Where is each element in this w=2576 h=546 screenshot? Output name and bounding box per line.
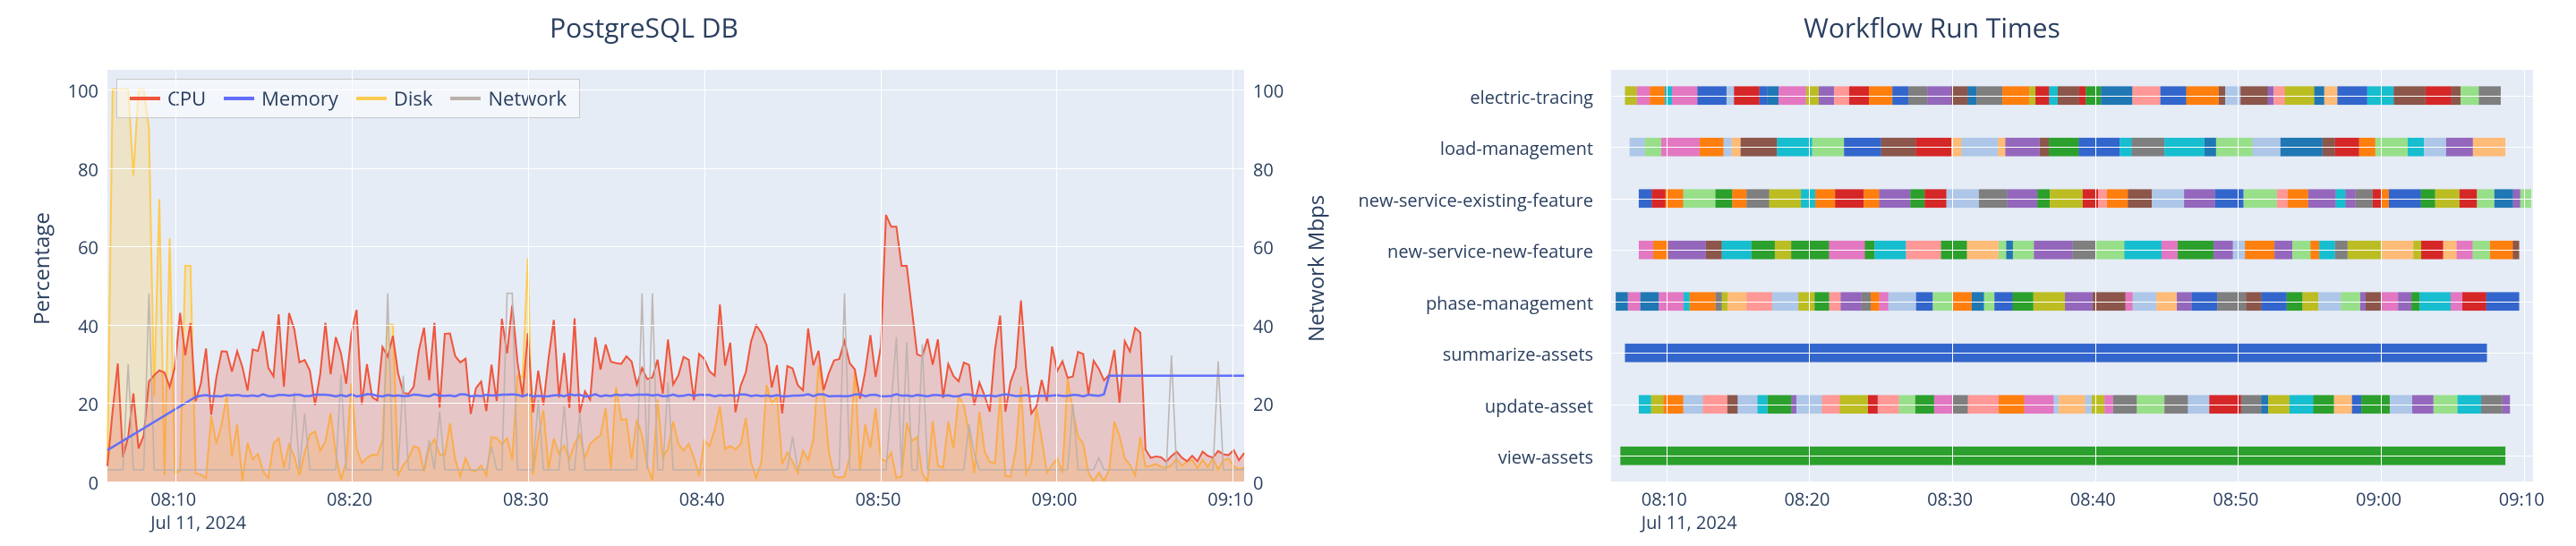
dashboard: PostgreSQL DB 020406080100 020406080100 … xyxy=(0,0,2576,546)
workflow-panel: Workflow Run Times electric-tracingload-… xyxy=(1288,0,2576,546)
x-tick: 09:00 xyxy=(1031,487,1077,511)
workflow-plot-area[interactable] xyxy=(1611,70,2533,482)
category-label: summarize-assets xyxy=(1226,342,1593,366)
x-tick: 09:00 xyxy=(2356,487,2401,511)
category-label: new-service-existing-feature xyxy=(1226,188,1593,212)
postgres-panel: PostgreSQL DB 020406080100 020406080100 … xyxy=(0,0,1288,546)
x-tick: 08:50 xyxy=(2213,487,2258,511)
legend-swatch xyxy=(356,97,387,100)
yleft-tick: 40 xyxy=(78,314,98,338)
category-label: phase-management xyxy=(1226,291,1593,315)
x-tick: 08:20 xyxy=(327,487,372,511)
x-tick: 08:50 xyxy=(856,487,901,511)
category-label: new-service-new-feature xyxy=(1226,239,1593,263)
category-label: electric-tracing xyxy=(1226,85,1593,109)
x-tick: 09:10 xyxy=(2499,487,2545,511)
legend-swatch xyxy=(224,97,254,100)
yleft-tick: 100 xyxy=(68,79,98,103)
yright-tick: 40 xyxy=(1253,314,1274,338)
category-label: load-management xyxy=(1226,136,1593,160)
yright-tick: 0 xyxy=(1253,471,1263,495)
postgres-yleft-label: Percentage xyxy=(27,212,56,325)
postgres-title: PostgreSQL DB xyxy=(0,9,1288,46)
legend-swatch xyxy=(130,97,160,100)
postgres-legend[interactable]: CPUMemoryDiskNetwork xyxy=(116,79,580,118)
workflow-title: Workflow Run Times xyxy=(1288,9,2576,46)
x-tick: 08:20 xyxy=(1784,487,1830,511)
x-tick: 08:40 xyxy=(679,487,725,511)
yleft-tick: 0 xyxy=(89,471,98,495)
yleft-tick: 80 xyxy=(78,158,98,182)
x-tick: 08:10 xyxy=(150,487,196,511)
x-tick: 08:30 xyxy=(503,487,549,511)
yleft-tick: 60 xyxy=(78,235,98,260)
x-tick: 08:40 xyxy=(2070,487,2116,511)
x-tick: 08:30 xyxy=(1927,487,1973,511)
category-label: view-assets xyxy=(1226,445,1593,469)
category-label: update-asset xyxy=(1226,394,1593,418)
postgres-date: Jul 11, 2024 xyxy=(150,510,246,534)
x-tick: 08:10 xyxy=(1642,487,1687,511)
workflow-date: Jul 11, 2024 xyxy=(1642,510,1737,534)
yleft-tick: 20 xyxy=(78,392,98,416)
yright-tick: 80 xyxy=(1253,158,1274,182)
postgres-plot-area[interactable] xyxy=(107,70,1244,482)
legend-swatch xyxy=(450,97,481,100)
x-tick: 09:10 xyxy=(1207,487,1253,511)
